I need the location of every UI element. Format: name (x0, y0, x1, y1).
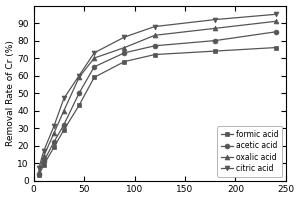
formic acid (123, 60, 126, 63)
oxalic acid (153, 34, 157, 37)
Line: formic acid: formic acid (36, 45, 278, 178)
formic acid (42, 164, 46, 166)
citric acid (153, 25, 157, 28)
Legend: formic acid, acetic acid, oxalic acid, citric acid: formic acid, acetic acid, oxalic acid, c… (217, 126, 282, 177)
oxalic acid (92, 57, 96, 59)
formic acid (274, 46, 278, 49)
acetic acid (62, 123, 66, 126)
oxalic acid (42, 155, 46, 157)
formic acid (37, 174, 40, 177)
citric acid (123, 36, 126, 38)
acetic acid (123, 52, 126, 54)
formic acid (214, 50, 217, 52)
Y-axis label: Removal Rate of Cr (%): Removal Rate of Cr (%) (6, 40, 15, 146)
acetic acid (42, 160, 46, 163)
acetic acid (52, 141, 56, 143)
acetic acid (214, 39, 217, 42)
oxalic acid (37, 171, 40, 173)
citric acid (52, 125, 56, 128)
formic acid (62, 129, 66, 131)
formic acid (92, 76, 96, 79)
oxalic acid (77, 76, 81, 79)
oxalic acid (123, 46, 126, 49)
Line: acetic acid: acetic acid (36, 29, 278, 176)
acetic acid (37, 172, 40, 175)
acetic acid (92, 66, 96, 68)
acetic acid (77, 92, 81, 94)
oxalic acid (52, 132, 56, 135)
citric acid (37, 167, 40, 170)
oxalic acid (274, 20, 278, 23)
acetic acid (274, 31, 278, 33)
Line: citric acid: citric acid (36, 12, 278, 171)
citric acid (92, 52, 96, 54)
acetic acid (153, 45, 157, 47)
citric acid (274, 13, 278, 16)
Line: oxalic acid: oxalic acid (36, 19, 278, 174)
formic acid (77, 104, 81, 107)
citric acid (77, 74, 81, 77)
citric acid (214, 18, 217, 21)
citric acid (42, 150, 46, 152)
citric acid (62, 97, 66, 100)
formic acid (153, 53, 157, 56)
oxalic acid (214, 27, 217, 30)
formic acid (52, 146, 56, 149)
oxalic acid (62, 109, 66, 112)
